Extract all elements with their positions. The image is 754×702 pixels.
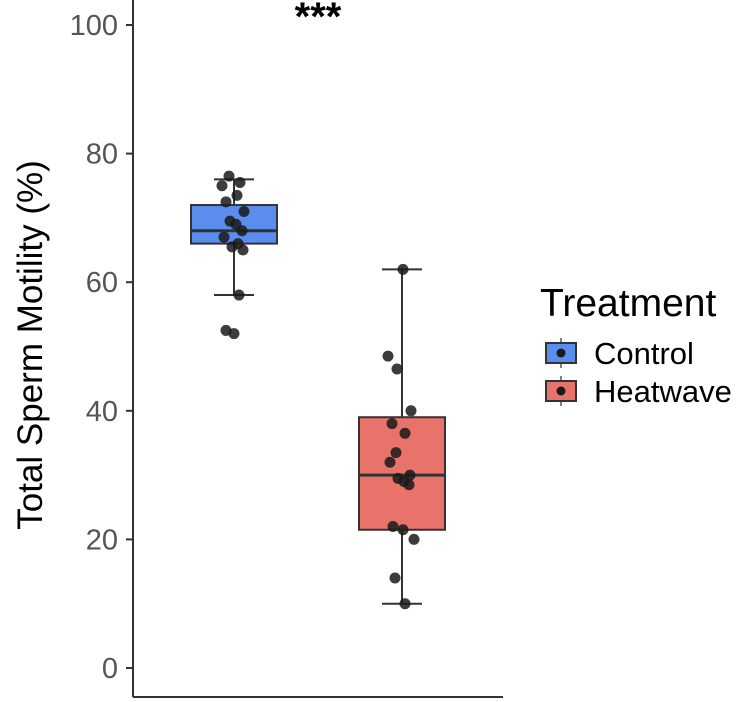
data-point bbox=[387, 521, 399, 533]
data-point bbox=[233, 289, 245, 301]
data-point bbox=[405, 405, 417, 417]
data-point bbox=[234, 177, 246, 189]
legend-key-point bbox=[556, 386, 566, 396]
data-point bbox=[384, 456, 396, 468]
data-point bbox=[237, 244, 249, 256]
y-axis-ticks: 0 20 40 60 80 100 bbox=[70, 10, 133, 685]
data-point bbox=[231, 189, 243, 201]
data-point bbox=[238, 205, 250, 217]
data-point bbox=[216, 180, 228, 192]
data-point bbox=[399, 598, 411, 610]
data-point bbox=[408, 533, 420, 545]
data-point bbox=[403, 479, 415, 491]
data-point bbox=[218, 231, 230, 243]
y-tick-label: 20 bbox=[86, 524, 118, 556]
y-tick-label: 0 bbox=[102, 653, 118, 685]
data-point bbox=[390, 447, 402, 459]
data-point bbox=[389, 572, 401, 584]
legend-item-control: Control bbox=[545, 336, 694, 371]
data-point bbox=[397, 524, 409, 536]
y-tick-label: 40 bbox=[86, 396, 118, 428]
data-point bbox=[226, 241, 238, 253]
legend-key-point bbox=[556, 348, 566, 358]
box-control bbox=[190, 170, 278, 340]
box-heatwave bbox=[358, 263, 446, 610]
data-point bbox=[236, 225, 248, 237]
legend-label: Heatwave bbox=[594, 374, 732, 409]
y-tick-label: 60 bbox=[86, 267, 118, 299]
boxes bbox=[190, 170, 446, 610]
legend-title: Treatment bbox=[540, 282, 716, 325]
data-point bbox=[386, 418, 398, 430]
data-point bbox=[382, 350, 394, 362]
data-point bbox=[220, 196, 232, 208]
legend-item-heatwave: Heatwave bbox=[545, 374, 732, 409]
data-point bbox=[399, 427, 411, 439]
y-axis-title: Total Sperm Motility (%) bbox=[11, 160, 50, 530]
y-tick-label: 80 bbox=[86, 139, 118, 171]
y-tick-label: 100 bbox=[70, 10, 118, 42]
data-point bbox=[391, 363, 403, 375]
legend-label: Control bbox=[594, 336, 694, 371]
significance-label: *** bbox=[295, 0, 342, 39]
data-point bbox=[223, 170, 235, 182]
data-point bbox=[397, 263, 409, 275]
data-point bbox=[228, 328, 240, 340]
